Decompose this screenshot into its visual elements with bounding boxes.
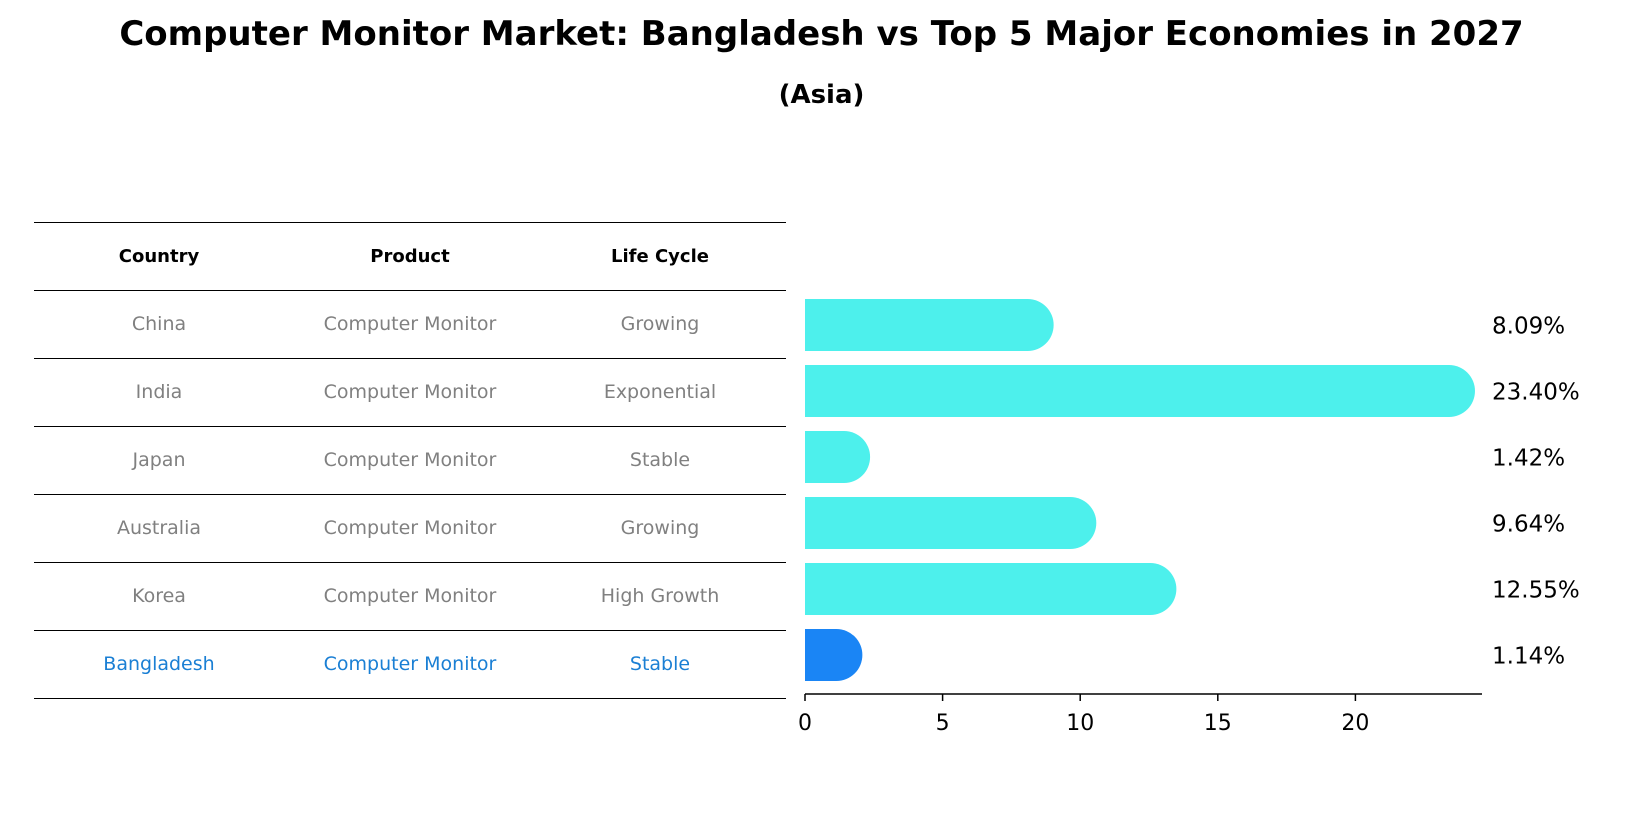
value-label: 12.55%: [1492, 578, 1580, 604]
cell-product: Computer Monitor: [323, 585, 497, 607]
cell-country: Japan: [132, 449, 186, 471]
table-row: India Computer Monitor Exponential: [34, 359, 786, 427]
cell-country: Korea: [132, 585, 186, 607]
cell-product: Computer Monitor: [323, 517, 497, 539]
cell-product: Computer Monitor: [323, 313, 497, 335]
cell-life-cycle: High Growth: [600, 585, 720, 607]
header-product: Product: [370, 246, 450, 267]
cell-product: Computer Monitor: [323, 653, 497, 675]
x-tick-label: 15: [1204, 711, 1232, 736]
value-label: 9.64%: [1492, 512, 1565, 538]
cell-life-cycle: Stable: [629, 449, 691, 471]
table-row-highlighted: Bangladesh Computer Monitor Stable: [34, 631, 786, 699]
cell-country: Australia: [116, 517, 202, 539]
x-tick-label: 5: [936, 711, 950, 736]
bar: [805, 563, 1177, 615]
table-row: China Computer Monitor Growing: [34, 291, 786, 359]
bar: [805, 497, 1097, 549]
bar: [805, 365, 1475, 417]
x-tick-label: 0: [798, 711, 812, 736]
chart-title: Computer Monitor Market: Bangladesh vs T…: [119, 14, 1524, 54]
cell-life-cycle: Growing: [620, 517, 700, 539]
value-label: 23.40%: [1492, 380, 1580, 406]
cell-country: Bangladesh: [103, 653, 215, 675]
bar: [805, 299, 1054, 351]
x-tick-label: 20: [1341, 711, 1369, 736]
header-life-cycle: Life Cycle: [611, 246, 709, 267]
x-tick-label: 10: [1066, 711, 1094, 736]
bar-group: [805, 299, 1475, 681]
table-row: Australia Computer Monitor Growing: [34, 495, 786, 563]
table-row: Japan Computer Monitor Stable: [34, 427, 786, 495]
x-axis: 0 5 10 15 20: [798, 693, 1482, 736]
value-label: 8.09%: [1492, 314, 1565, 340]
header-country: Country: [118, 246, 200, 267]
value-label: 1.42%: [1492, 446, 1565, 472]
cell-product: Computer Monitor: [323, 449, 497, 471]
cell-country: India: [135, 381, 183, 403]
data-table: Country Product Life Cycle China Compute…: [34, 222, 786, 699]
cell-product: Computer Monitor: [323, 381, 497, 403]
table-header-row: Country Product Life Cycle: [34, 222, 786, 291]
cell-life-cycle: Stable: [629, 653, 691, 675]
table-row: Korea Computer Monitor High Growth: [34, 563, 786, 631]
value-label: 1.14%: [1492, 644, 1565, 670]
cell-life-cycle: Exponential: [603, 381, 717, 403]
cell-country: China: [131, 313, 187, 335]
chart-subtitle: (Asia): [778, 80, 865, 110]
value-label-group: 8.09% 23.40% 1.42% 9.64% 12.55% 1.14%: [1492, 314, 1580, 670]
bar-highlighted: [805, 629, 863, 681]
bar: [805, 431, 871, 483]
cell-life-cycle: Growing: [620, 313, 700, 335]
